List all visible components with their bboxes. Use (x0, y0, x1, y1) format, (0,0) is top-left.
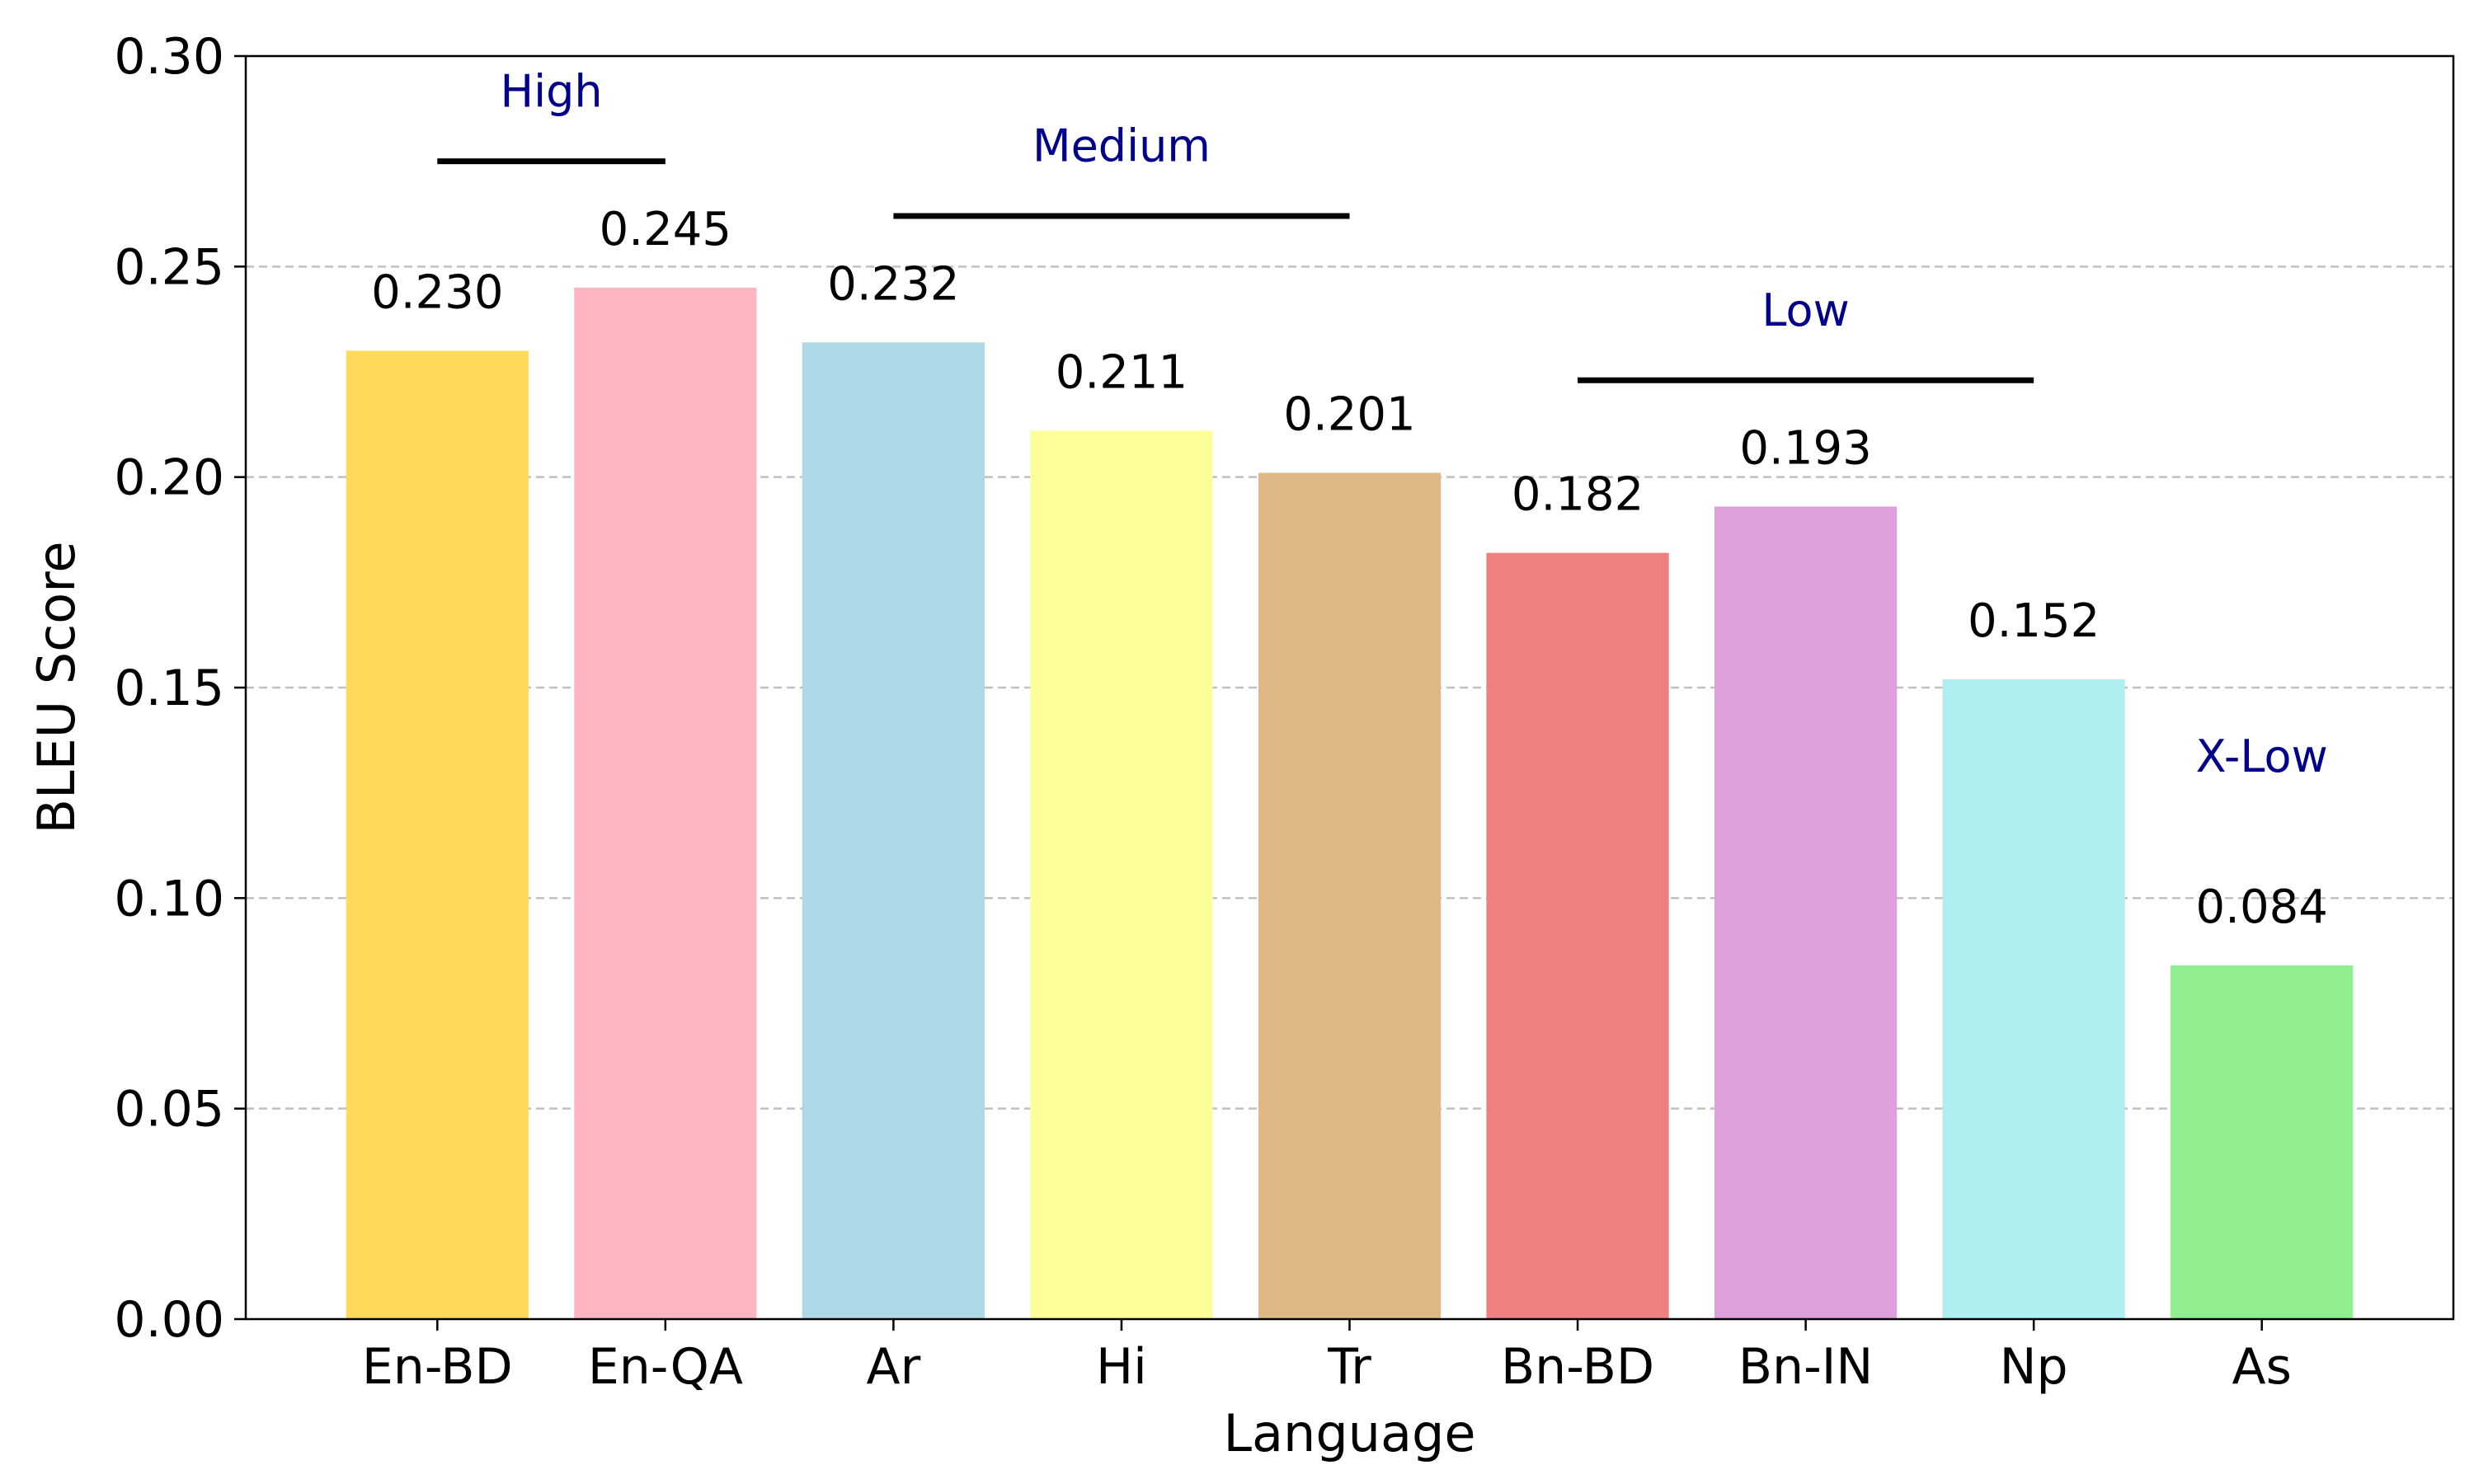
x-tick-label: Np (2000, 1338, 2068, 1396)
y-axis-title: BLEU Score (26, 542, 87, 834)
group-label: High (501, 65, 603, 117)
value-label: 0.193 (1739, 421, 1871, 475)
bar-en-qa (574, 287, 757, 1319)
value-label: 0.084 (2196, 881, 2328, 934)
value-label: 0.182 (1512, 468, 1644, 522)
y-tick-label: 0.20 (114, 449, 224, 507)
x-tick-label: Ar (867, 1338, 921, 1396)
y-tick-label: 0.25 (114, 238, 224, 296)
x-tick-label: Tr (1327, 1338, 1371, 1396)
value-label: 0.230 (371, 265, 503, 319)
group-label: Low (1761, 284, 1849, 336)
x-tick-label: Bn-IN (1738, 1338, 1873, 1396)
x-tick-label: As (2232, 1338, 2292, 1396)
bar-hi (1030, 430, 1213, 1319)
x-tick-label: En-BD (362, 1338, 513, 1396)
bar-bn-bd (1486, 552, 1669, 1319)
bar-en-bd (346, 350, 529, 1319)
value-label: 0.152 (1968, 594, 2100, 648)
y-tick-label: 0.15 (114, 660, 224, 717)
y-tick-label: 0.05 (114, 1081, 224, 1139)
value-label: 0.245 (600, 203, 731, 256)
y-tick-label: 0.00 (114, 1291, 224, 1349)
bar-tr (1258, 472, 1442, 1319)
x-tick-label: Hi (1096, 1338, 1147, 1396)
value-label: 0.211 (1056, 345, 1188, 399)
y-tick-label: 0.10 (114, 870, 224, 928)
bar-np (1942, 679, 2125, 1319)
bar-as (2171, 965, 2354, 1319)
x-axis-title: Language (1224, 1403, 1476, 1463)
y-tick-label: 0.30 (114, 28, 224, 86)
x-tick-label: En-QA (588, 1338, 743, 1396)
bar-bn-in (1714, 506, 1898, 1319)
value-label: 0.232 (827, 257, 959, 311)
value-label: 0.201 (1283, 388, 1415, 442)
bar-ar (802, 342, 985, 1320)
group-label: Medium (1032, 120, 1211, 172)
group-label: X-Low (2196, 730, 2328, 782)
x-tick-label: Bn-BD (1501, 1338, 1654, 1396)
